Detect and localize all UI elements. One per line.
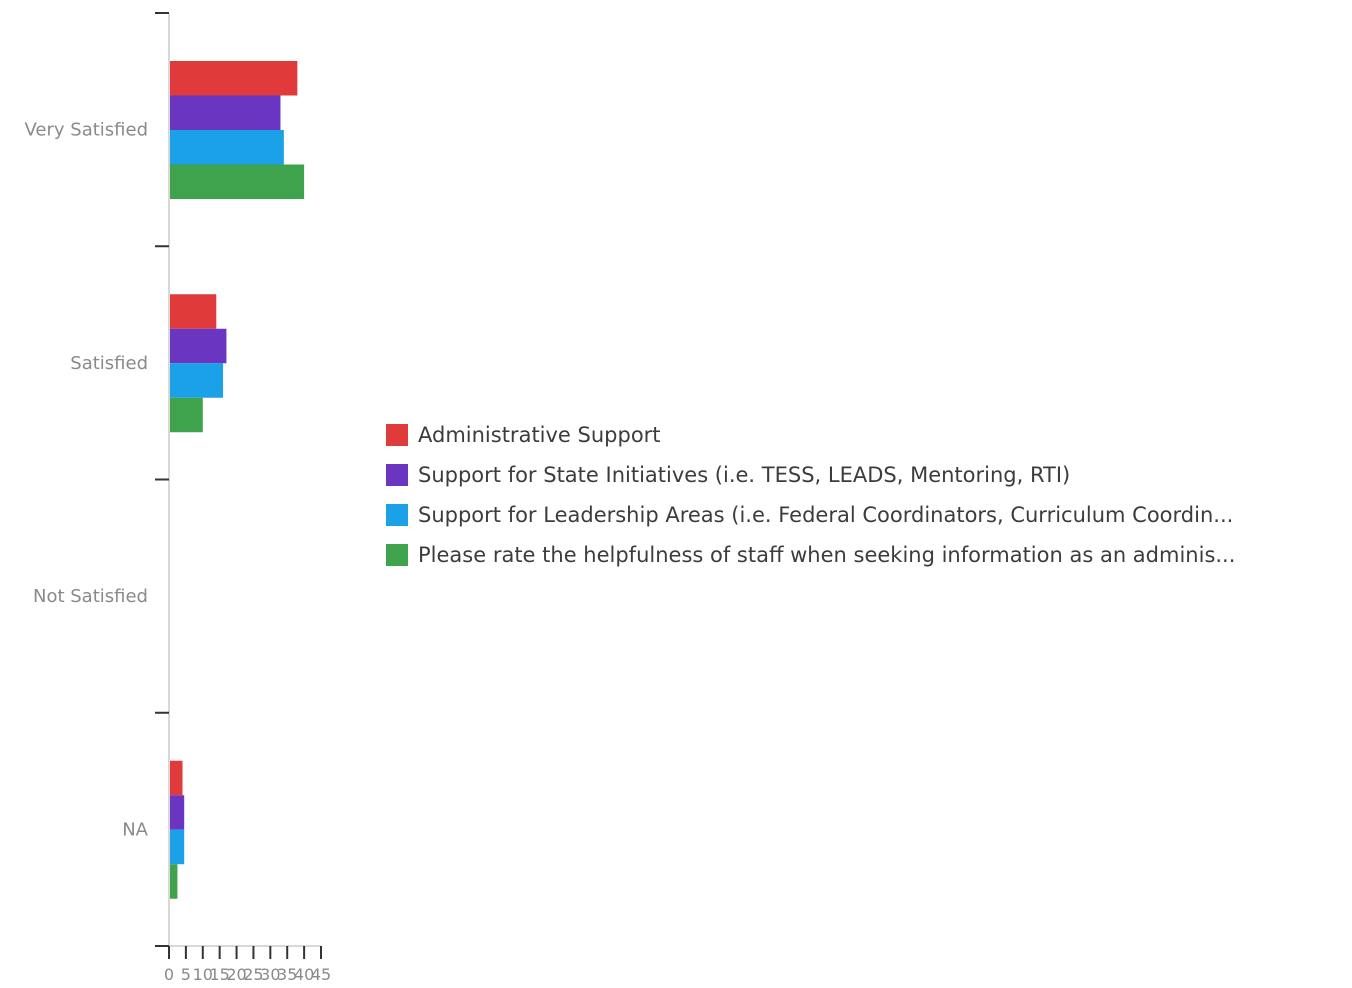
legend-swatch (386, 544, 408, 566)
bar (170, 830, 184, 865)
legend-item-administrative-support[interactable]: Administrative Support (386, 422, 1235, 448)
x-tick-label: 0 (164, 965, 174, 984)
x-tick-label: 45 (311, 965, 331, 984)
bar (170, 795, 184, 830)
bar (170, 61, 297, 96)
category-label: Satisfied (70, 353, 148, 374)
legend-swatch (386, 464, 408, 486)
bar (170, 761, 183, 796)
legend: Administrative Support Support for State… (386, 422, 1235, 582)
bar (170, 864, 177, 899)
bar (170, 294, 216, 329)
category-label: NA (122, 819, 148, 840)
legend-label: Administrative Support (418, 423, 661, 447)
bar (170, 363, 223, 398)
legend-swatch (386, 424, 408, 446)
bar (170, 130, 284, 165)
x-tick-label: 5 (181, 965, 191, 984)
legend-label: Please rate the helpfulness of staff whe… (418, 543, 1235, 567)
legend-item-staff-helpfulness[interactable]: Please rate the helpfulness of staff whe… (386, 542, 1235, 568)
category-label: Very Satisfied (25, 120, 149, 141)
legend-item-leadership-areas[interactable]: Support for Leadership Areas (i.e. Feder… (386, 502, 1235, 528)
legend-label: Support for State Initiatives (i.e. TESS… (418, 463, 1070, 487)
bar (170, 329, 226, 364)
category-label: Not Satisfied (33, 586, 148, 607)
legend-swatch (386, 504, 408, 526)
bar (170, 96, 280, 131)
legend-label: Support for Leadership Areas (i.e. Feder… (418, 503, 1233, 527)
legend-item-state-initiatives[interactable]: Support for State Initiatives (i.e. TESS… (386, 462, 1235, 488)
bar (170, 165, 304, 200)
bar (170, 398, 203, 433)
